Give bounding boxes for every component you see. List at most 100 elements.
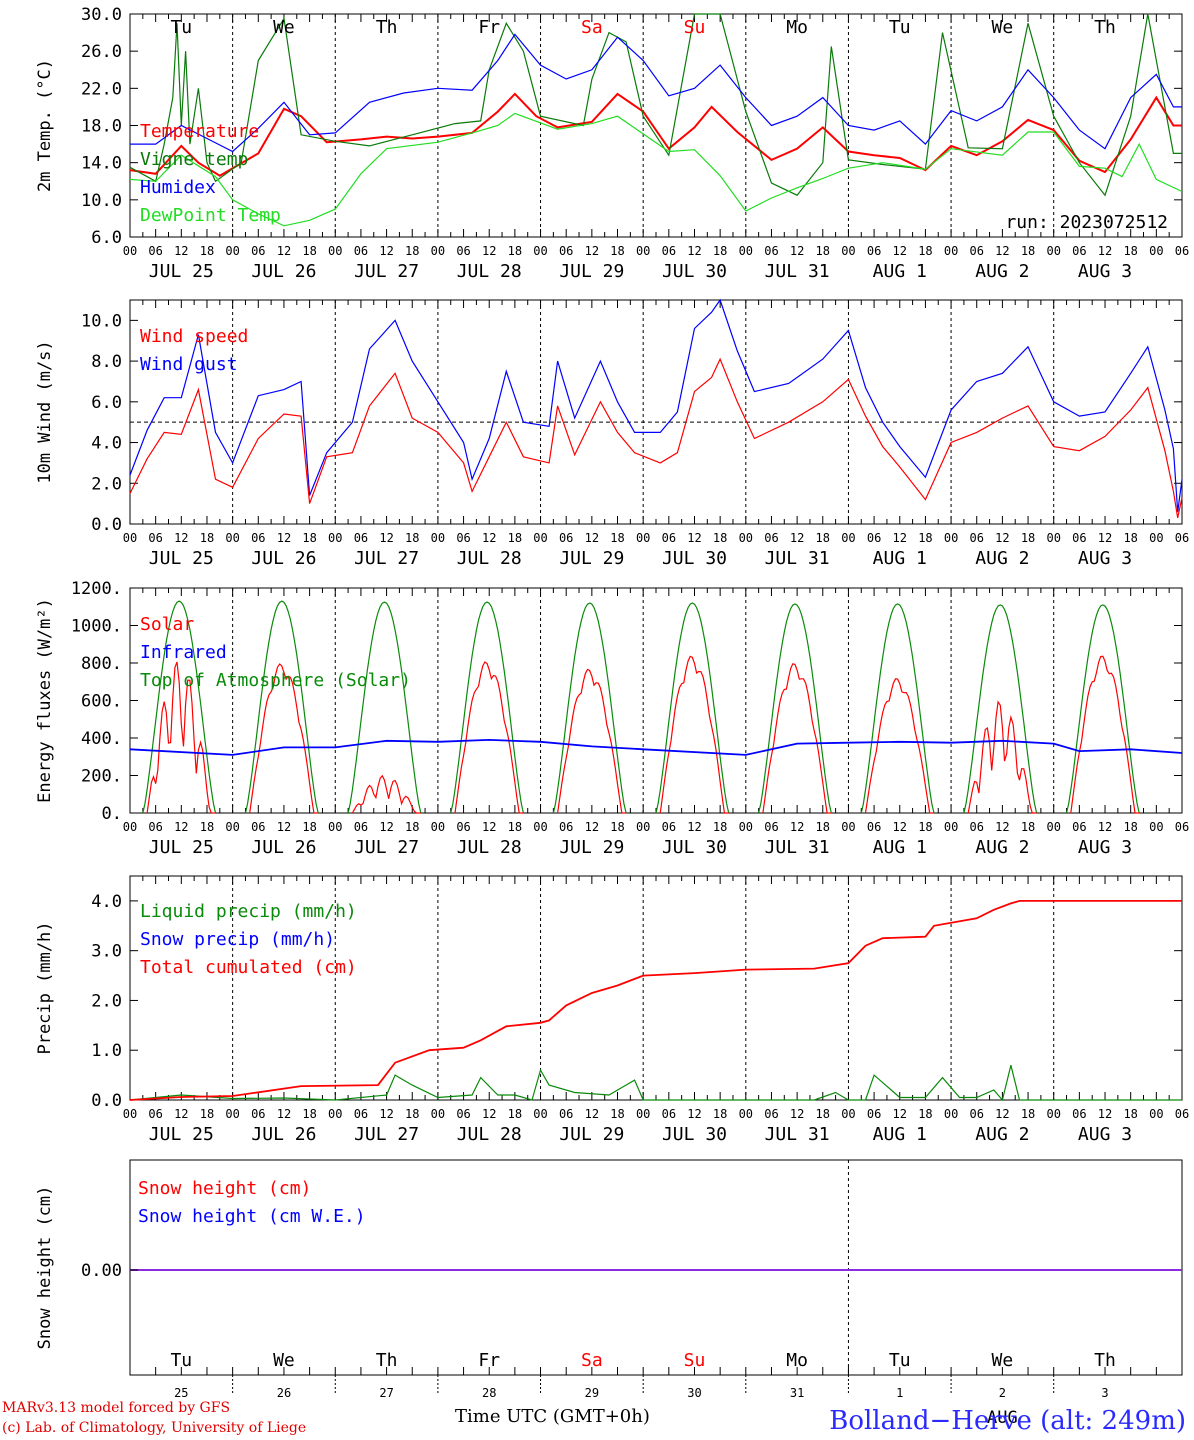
day-label: JUL 28 xyxy=(457,1124,522,1145)
hour-tick-label: 18 xyxy=(713,244,727,258)
day-label: AUG 1 xyxy=(873,261,927,282)
hour-tick-label: 12 xyxy=(687,820,701,834)
y-tick-label: 6.0 xyxy=(91,393,122,413)
y-tick-label: 30.0 xyxy=(81,5,122,25)
hour-tick-label: 12 xyxy=(277,244,291,258)
day-label: JUL 28 xyxy=(457,548,522,569)
hour-tick-label: 18 xyxy=(1123,244,1137,258)
solar-flux-line xyxy=(249,663,319,814)
hour-tick-label: 12 xyxy=(482,531,496,545)
hour-tick-label: 00 xyxy=(944,244,958,258)
hour-tick-label: 00 xyxy=(225,244,239,258)
station-title: Bolland−Herve (alt: 249m) xyxy=(829,1406,1186,1436)
y-tick-label: 1.0 xyxy=(91,1041,122,1061)
hour-tick-label: 06 xyxy=(559,244,573,258)
hour-tick-label: 06 xyxy=(251,1107,265,1121)
weekday-label: We xyxy=(992,17,1014,38)
weekday-label: We xyxy=(992,1350,1014,1371)
hour-tick-label: 06 xyxy=(456,244,470,258)
hour-tick-label: 00 xyxy=(841,820,855,834)
y-tick-label: 200. xyxy=(81,767,122,787)
hour-tick-label: 12 xyxy=(379,1107,393,1121)
legend-entry: Wind gust xyxy=(140,354,238,375)
hour-tick-label: 00 xyxy=(123,531,137,545)
hour-tick-label: 12 xyxy=(379,820,393,834)
day-label: AUG 1 xyxy=(873,837,927,858)
day-label: JUL 31 xyxy=(765,548,830,569)
toa-solar-arc xyxy=(450,601,524,814)
hour-tick-label: 06 xyxy=(1072,1107,1086,1121)
weekday-label: Tu xyxy=(889,17,911,38)
legend-entry: Total cumulated (cm) xyxy=(140,957,357,978)
hour-tick-label: 18 xyxy=(816,244,830,258)
hour-tick-label: 12 xyxy=(893,820,907,834)
day-label: JUL 26 xyxy=(251,261,316,282)
hour-tick-label: 06 xyxy=(354,244,368,258)
day-label: JUL 26 xyxy=(251,548,316,569)
legend-entry: Wind speed xyxy=(140,326,248,347)
weekday-label: Th xyxy=(376,17,398,38)
hour-tick-label: 12 xyxy=(1098,1107,1112,1121)
legend-entry: Vigne temp xyxy=(140,149,248,170)
day-number-label: 29 xyxy=(585,1386,599,1400)
hour-tick-label: 06 xyxy=(970,1107,984,1121)
hour-tick-label: 00 xyxy=(636,531,650,545)
toa-solar-arc xyxy=(552,602,627,814)
hour-tick-label: 00 xyxy=(533,1107,547,1121)
y-tick-label: 2.0 xyxy=(91,474,122,494)
day-label: JUL 31 xyxy=(765,837,830,858)
hour-tick-label: 18 xyxy=(918,1107,932,1121)
legend-entry: Snow height (cm W.E.) xyxy=(138,1206,366,1227)
hour-tick-label: 18 xyxy=(508,531,522,545)
y-tick-label: 600. xyxy=(81,692,122,712)
day-label: JUL 30 xyxy=(662,261,727,282)
hour-tick-label: 06 xyxy=(764,244,778,258)
hour-tick-label: 06 xyxy=(559,1107,573,1121)
hour-tick-label: 06 xyxy=(251,244,265,258)
y-tick-label: 2.0 xyxy=(91,991,122,1011)
weekday-label: Th xyxy=(376,1350,398,1371)
y-axis-label: 2m Temp. (°C) xyxy=(35,59,55,192)
legend-entry: Top of Atmosphere (Solar) xyxy=(140,670,411,691)
hour-tick-label: 00 xyxy=(431,531,445,545)
hour-tick-label: 18 xyxy=(713,820,727,834)
hour-tick-label: 06 xyxy=(970,244,984,258)
hour-tick-label: 06 xyxy=(867,820,881,834)
weekday-label: Su xyxy=(684,17,706,38)
toa-solar-arc xyxy=(142,600,217,814)
toa-solar-arc xyxy=(347,601,422,814)
y-axis-label: Energy fluxes (W/m²) xyxy=(35,598,55,803)
hour-tick-label: 06 xyxy=(970,820,984,834)
hour-tick-label: 00 xyxy=(328,820,342,834)
hour-tick-label: 12 xyxy=(790,820,804,834)
hour-tick-label: 06 xyxy=(456,1107,470,1121)
day-label: JUL 27 xyxy=(354,548,419,569)
day-label: AUG 2 xyxy=(975,1124,1029,1145)
weekday-label: Tu xyxy=(170,17,192,38)
legend-entry: Infrared xyxy=(140,642,227,663)
toa-solar-arc xyxy=(244,600,319,814)
day-label: JUL 28 xyxy=(457,261,522,282)
day-number-label: 25 xyxy=(174,1386,188,1400)
hour-tick-label: 18 xyxy=(1123,1107,1137,1121)
hour-tick-label: 12 xyxy=(277,820,291,834)
day-label: AUG 3 xyxy=(1078,548,1132,569)
hour-tick-label: 00 xyxy=(123,1107,137,1121)
solar-flux-line xyxy=(864,678,934,814)
hour-tick-label: 18 xyxy=(918,820,932,834)
hour-tick-label: 12 xyxy=(995,1107,1009,1121)
day-number-label: 28 xyxy=(482,1386,496,1400)
hour-tick-label: 18 xyxy=(610,531,624,545)
hour-tick-label: 18 xyxy=(816,531,830,545)
hour-tick-label: 12 xyxy=(687,1107,701,1121)
weekday-label: Sa xyxy=(581,17,603,38)
hour-tick-label: 00 xyxy=(739,531,753,545)
y-tick-label: 1000. xyxy=(71,617,122,637)
day-label: JUL 31 xyxy=(765,261,830,282)
hour-tick-label: 06 xyxy=(148,1107,162,1121)
hour-tick-label: 18 xyxy=(1021,820,1035,834)
hour-tick-label: 00 xyxy=(1046,531,1060,545)
month-label: AUG xyxy=(987,1408,1018,1428)
legend-entry: DewPoint Temp xyxy=(140,205,281,226)
